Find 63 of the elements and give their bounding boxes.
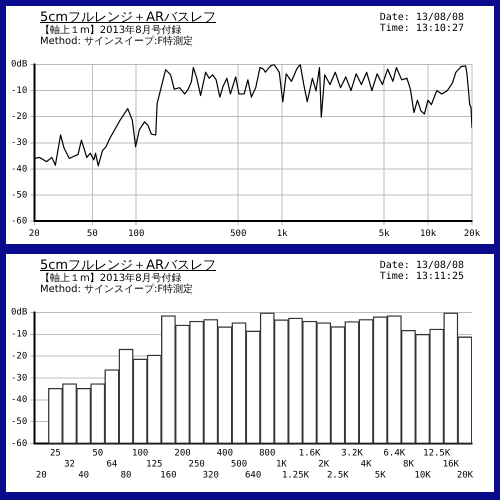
x-tick-label: 1.6K	[298, 448, 322, 458]
x-tick-label: 32	[64, 459, 75, 470]
x-tick-label: 500	[230, 228, 246, 239]
x-tick-label: 6.4K	[383, 448, 406, 458]
x-tick-label: 10k	[420, 228, 437, 239]
x-tick-label: 320	[202, 470, 219, 480]
y-tick-label: -30	[10, 138, 28, 148]
x-tick-label: 16K	[442, 459, 460, 470]
y-tick-label: -10	[10, 330, 28, 340]
text: Method: サインスイープ:F特測定	[40, 36, 194, 47]
y-tick-label: -40	[10, 164, 28, 174]
chart-title: 5cmフルレンジ＋ARバスレフ	[40, 257, 216, 273]
x-tick-label: 160	[160, 470, 177, 480]
x-tick-label: 50	[86, 228, 98, 239]
x-tick-label: 1k	[276, 228, 288, 239]
text: Time: 13:10:27	[380, 23, 464, 34]
text: Time: 13:11:25	[380, 271, 464, 282]
x-tick-label: 20	[28, 228, 40, 239]
x-tick-label: 20k	[464, 228, 481, 239]
x-tick-label: 500	[230, 459, 248, 470]
y-tick-label: -20	[10, 112, 28, 122]
text: Method: サインスイープ:F特測定	[40, 284, 194, 295]
x-tick-label: 100	[132, 448, 148, 458]
x-tick-label: 125	[146, 459, 162, 470]
text: Date: 13/08/08	[380, 12, 464, 23]
x-tick-label: 8K	[403, 459, 414, 470]
x-tick-label: 20	[36, 470, 47, 480]
x-tick-label: 10K	[414, 470, 432, 480]
x-tick-label: 200	[174, 448, 191, 458]
chart-subtitle: 【軸上１m】2013年8月号付録	[40, 273, 182, 284]
y-tick-label: 0dB	[10, 60, 28, 70]
x-tick-label: 800	[259, 448, 276, 458]
y-tick-label: -50	[10, 190, 28, 200]
x-tick-label: 1K	[276, 459, 288, 470]
y-tick-label: 0dB	[10, 308, 28, 318]
x-tick-label: 64	[106, 459, 118, 470]
y-tick-label: -60	[10, 438, 28, 449]
x-tick-label: 5K	[374, 470, 386, 480]
y-tick-label: -30	[10, 373, 28, 384]
x-tick-label: 5k	[378, 228, 390, 239]
x-tick-label: 4K	[360, 459, 372, 470]
x-tick-label: 400	[216, 448, 234, 458]
x-tick-label: 100	[128, 228, 144, 239]
y-tick-label: -20	[10, 351, 28, 362]
chart-subtitle: 【軸上１m】2013年8月号付録	[40, 25, 182, 36]
x-tick-label: 250	[188, 459, 205, 470]
x-tick-label: 12.5K	[423, 448, 451, 458]
text: Date: 13/08/08	[380, 260, 464, 271]
x-tick-label: 640	[244, 470, 262, 480]
x-tick-label: 25	[50, 448, 61, 458]
x-tick-label: 2.5K	[327, 470, 350, 480]
x-tick-label: 1.25K	[282, 470, 310, 480]
y-tick-label: -40	[10, 395, 28, 406]
x-tick-label: 40	[78, 470, 90, 480]
y-tick-label: -50	[10, 417, 28, 428]
x-tick-label: 50	[92, 448, 104, 458]
x-tick-label: 20K	[456, 470, 474, 480]
x-tick-label: 3.2K	[341, 448, 364, 458]
y-tick-label: -60	[10, 216, 28, 227]
x-tick-label: 80	[120, 470, 132, 480]
y-tick-label: -10	[10, 86, 28, 96]
x-tick-label: 2K	[318, 459, 330, 470]
chart-title: 5cmフルレンジ＋ARバスレフ	[40, 9, 216, 25]
